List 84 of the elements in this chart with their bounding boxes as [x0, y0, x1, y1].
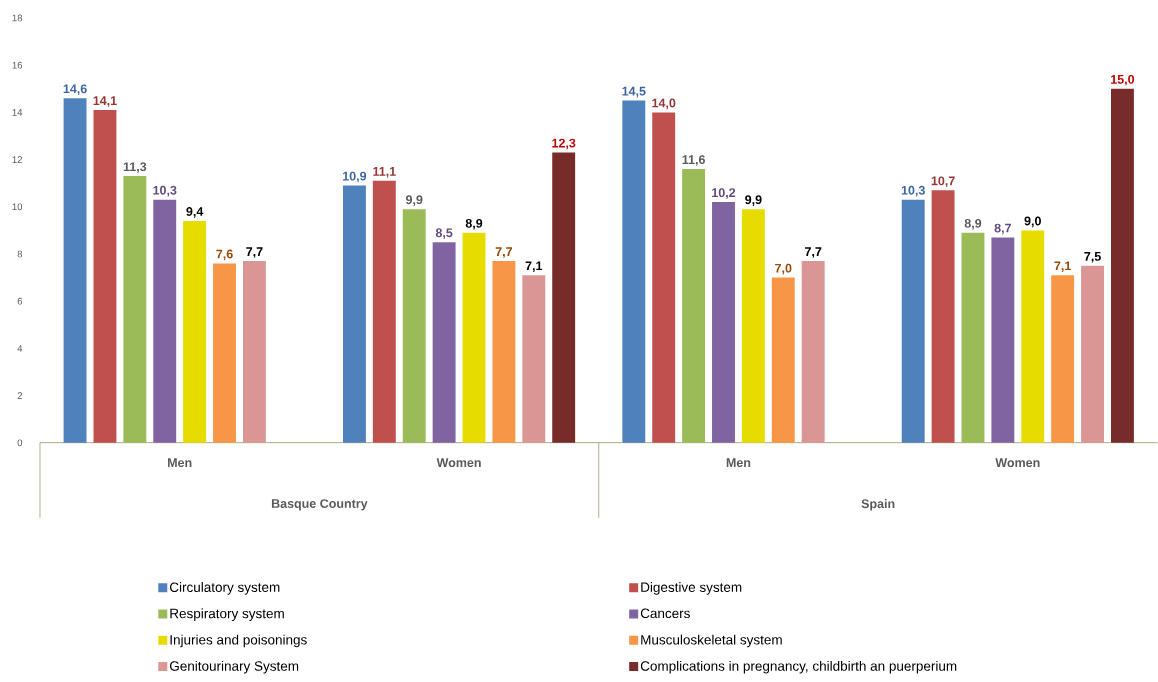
legend-label: Musculoskeletal system [641, 634, 782, 648]
data-label: 7,1 [525, 261, 543, 273]
legend-label: Genitourinary System [169, 661, 299, 674]
data-label: 10,9 [343, 171, 367, 183]
bar [342, 185, 366, 443]
data-label: 11,1 [373, 167, 396, 178]
data-label: 9,9 [745, 195, 762, 207]
data-label: 8,5 [435, 228, 453, 240]
y-tick-label: 4 [17, 345, 23, 352]
bar [652, 112, 676, 443]
bar [372, 180, 396, 443]
legend-label: Circulatory system [169, 582, 280, 595]
y-tick-label: 14 [12, 109, 23, 116]
data-label: 9,4 [186, 207, 204, 218]
data-label: 14,0 [652, 98, 676, 110]
y-tick-label: 2 [17, 392, 22, 400]
data-label: 11,3 [123, 162, 147, 174]
bar [682, 169, 706, 443]
x-tick-label: Women [436, 458, 481, 468]
y-tick-label: 0 [17, 439, 23, 447]
legend-label: Cancers [640, 608, 690, 619]
bar [242, 261, 266, 443]
bar [462, 232, 486, 443]
bar [1051, 275, 1075, 443]
bar [801, 261, 825, 443]
data-label: 7,1 [1054, 261, 1071, 273]
data-label: 7,7 [246, 247, 263, 259]
x-tick-label: Men [726, 458, 751, 468]
bar [931, 190, 955, 443]
bar [1081, 265, 1104, 443]
legend-label: Complications in pregnancy, childbirth an puerperium [640, 661, 957, 674]
bar [123, 176, 147, 443]
bar [1110, 88, 1134, 443]
bar [492, 261, 516, 443]
data-label: 12,3 [552, 138, 576, 150]
y-tick-label: 16 [12, 61, 23, 69]
bar [432, 242, 456, 443]
legend-label: Respiratory system [170, 608, 284, 622]
data-label: 11,6 [682, 155, 705, 166]
bar [961, 232, 985, 443]
data-label: 14,1 [93, 96, 117, 107]
data-label: 10,7 [931, 176, 955, 188]
x-tick-label: Men [168, 458, 192, 468]
data-label: 8,9 [465, 219, 483, 230]
data-label: 8,7 [994, 223, 1011, 235]
data-label: 14,6 [63, 84, 87, 96]
y-tick-label: 10 [12, 203, 23, 211]
bar [522, 275, 546, 443]
bar [741, 209, 765, 443]
bar [552, 152, 576, 443]
bar [1021, 230, 1045, 443]
bar [402, 209, 426, 443]
data-label: 15,0 [1111, 75, 1135, 86]
data-label: 7,7 [805, 247, 822, 259]
data-label: 9,9 [405, 195, 423, 207]
bar [63, 98, 87, 443]
y-tick-label: 18 [12, 14, 23, 22]
data-label: 10,3 [153, 186, 177, 197]
legend-label: Injuries and poisonings [170, 634, 307, 648]
text: Spain [861, 499, 895, 511]
bar [712, 202, 735, 443]
data-label: 14,5 [622, 87, 646, 98]
data-label: 7,0 [775, 263, 792, 275]
bar [213, 263, 236, 443]
text: Basque Country [271, 499, 368, 511]
data-label: 8,9 [964, 219, 982, 230]
bar [153, 199, 177, 443]
bar [622, 100, 646, 443]
data-label: 7,7 [495, 247, 513, 259]
bar [901, 199, 925, 443]
y-tick-label: 12 [12, 156, 22, 164]
bar [991, 237, 1015, 443]
data-label: 10,3 [901, 186, 925, 197]
y-tick-label: 6 [17, 297, 23, 305]
data-label: 9,0 [1024, 216, 1041, 228]
y-tick-label: 8 [17, 250, 23, 258]
bar [183, 221, 207, 443]
x-tick-label: Women [995, 458, 1040, 468]
legend-label: Digestive system [641, 582, 742, 595]
data-label: 10,2 [712, 188, 736, 200]
bar [93, 110, 117, 443]
data-label: 7,6 [216, 249, 233, 261]
bar [771, 277, 795, 443]
data-label: 7,5 [1084, 252, 1101, 263]
